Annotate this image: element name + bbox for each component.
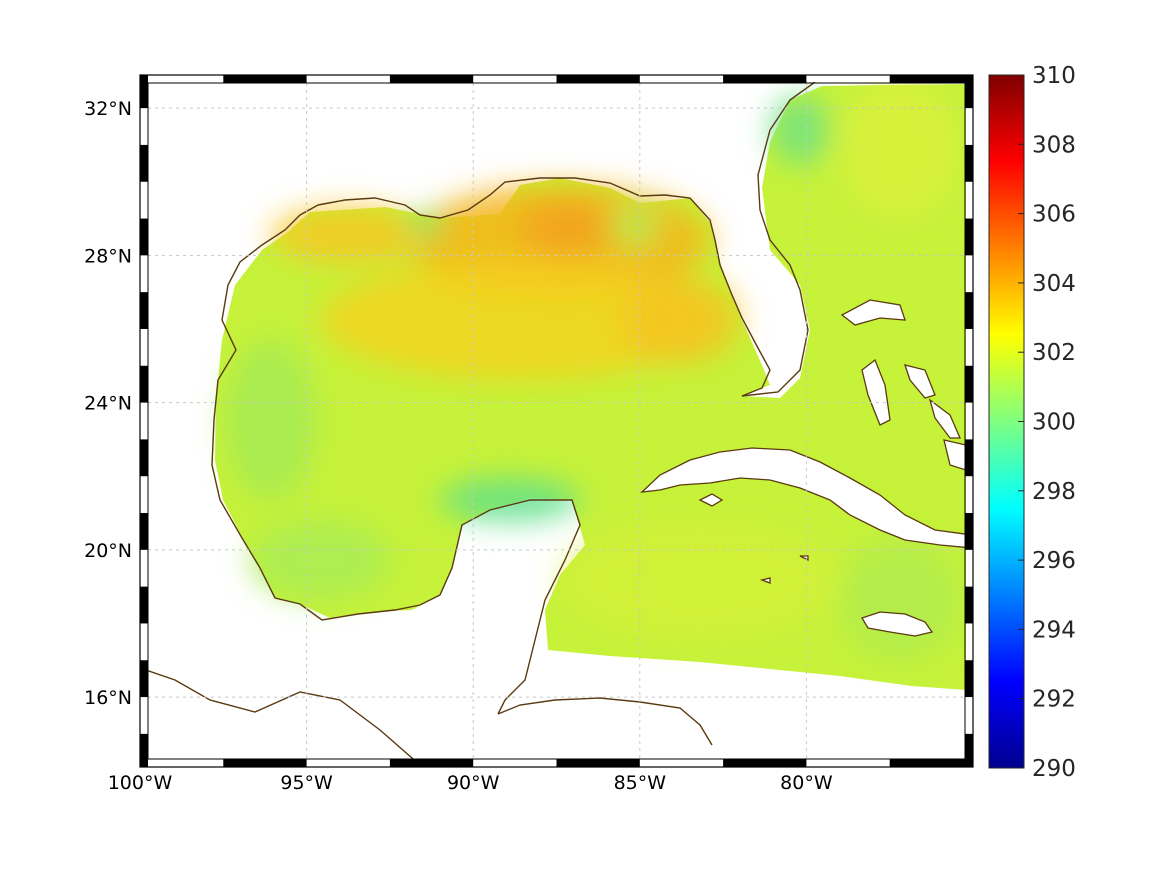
lat-tick-label: 28°N (84, 245, 132, 267)
bahamas-long (928, 398, 961, 439)
frame-seg-top-9 (889, 75, 973, 83)
florida-east-coast (741, 82, 816, 397)
west-coast-cool (407, 211, 443, 239)
colorbar-tick-label: 306 (1032, 202, 1076, 228)
cayman-1 (759, 577, 771, 584)
bahamas-andros (861, 358, 891, 426)
frame-seg-right-16 (965, 144, 973, 182)
jamaica (861, 611, 934, 637)
gulf-coast-west (211, 204, 581, 715)
cuba (640, 447, 966, 549)
colorbar-tick-label: 302 (1032, 340, 1076, 366)
colorbar-tick-label: 290 (1032, 756, 1076, 782)
yucatan-cool (440, 478, 580, 522)
lat-tick-label: 16°N (84, 687, 132, 709)
colorbar-tick-label: 300 (1032, 410, 1076, 436)
lon-tick-label: 100°W (108, 772, 173, 794)
lon-tick-label: 95°W (280, 772, 333, 794)
frame-seg-left-12 (140, 292, 148, 329)
warm-band-central (320, 260, 720, 380)
warm-band-west (270, 207, 430, 263)
colorbar: 310 308 306 304 302 300 298 296 294 292 290 (988, 63, 1076, 782)
pacific-coast (148, 670, 416, 760)
honduras-coast (497, 697, 713, 746)
frame-seg-left-14 (140, 218, 148, 256)
sst-field (148, 82, 966, 760)
tick-labels: 100°W 95°W 90°W 85°W 80°W 32°N 28°N 24°N 20°N 16°… (84, 98, 833, 794)
northeast-cool (610, 203, 660, 247)
frame-seg-bottom-9 (889, 759, 973, 767)
frame-seg-left-4 (140, 586, 148, 624)
frame-seg-bottom-7 (723, 759, 807, 767)
frame-seg-bottom-5 (556, 759, 640, 767)
colorbar-tick-label: 308 (1032, 132, 1076, 158)
frame-seg-right-4 (965, 586, 973, 624)
colorbar-tick-label: 310 (1032, 63, 1076, 89)
frame-seg-right-2 (965, 660, 973, 698)
hispaniola-edge (943, 439, 966, 471)
frame-seg-left-2 (140, 660, 148, 698)
frame-seg-top-7 (723, 75, 807, 83)
warm-core-north-center (520, 200, 610, 256)
frame-seg-right-6 (965, 513, 973, 550)
frame-seg-right-10 (965, 365, 973, 403)
colorbar-tick-label: 304 (1032, 271, 1076, 297)
frame-seg-bottom-1 (223, 759, 307, 767)
islands (640, 299, 966, 637)
frame-seg-right-0 (965, 733, 973, 767)
colorbar-tick-label: 298 (1032, 479, 1076, 505)
colorbar-tick-label: 296 (1032, 548, 1076, 574)
graticule (148, 83, 965, 759)
frame-seg-left-18 (140, 75, 148, 109)
frame-seg-left-0 (140, 733, 148, 767)
frame-seg-left-10 (140, 365, 148, 403)
colorbar-ticks: 310 308 306 304 302 300 298 296 294 292 290 (1018, 63, 1076, 782)
lat-tick-label: 32°N (84, 98, 132, 120)
lon-tick-label: 85°W (614, 772, 667, 794)
colorbar-tick-label: 292 (1032, 687, 1076, 713)
cool-patch-sw (250, 520, 390, 600)
frame-seg-right-14 (965, 218, 973, 256)
frame-seg-left-6 (140, 513, 148, 550)
caribbean-cool (840, 540, 960, 660)
lon-tick-label: 80°W (780, 772, 833, 794)
caribbean-warm (560, 520, 840, 640)
frame-seg-bottom-3 (389, 759, 474, 767)
gulf-coast-north (317, 177, 771, 397)
warm-patch-east (620, 275, 740, 365)
florida-coast-cool (770, 95, 830, 165)
colorbar-tick-label: 294 (1032, 617, 1076, 643)
frame-seg-top-3 (389, 75, 474, 83)
atlantic-warm (840, 82, 960, 220)
coastlines (148, 82, 816, 760)
frame-seg-right-8 (965, 439, 973, 477)
map-frame (139, 74, 974, 768)
lon-tick-label: 90°W (447, 772, 500, 794)
lat-tick-label: 24°N (84, 393, 132, 415)
frame-seg-left-8 (140, 439, 148, 477)
isle-of-youth (698, 493, 724, 507)
lat-tick-label: 20°N (84, 540, 132, 562)
frame-seg-right-18 (965, 75, 973, 109)
bahamas-abaco (840, 299, 906, 326)
bahamas-eleuthera (904, 364, 936, 399)
frame-seg-top-1 (223, 75, 307, 83)
frame-seg-right-12 (965, 292, 973, 329)
frame-seg-left-16 (140, 144, 148, 182)
cool-patch-west (225, 340, 315, 500)
gulf-field (215, 82, 966, 690)
frame-seg-top-5 (556, 75, 640, 83)
